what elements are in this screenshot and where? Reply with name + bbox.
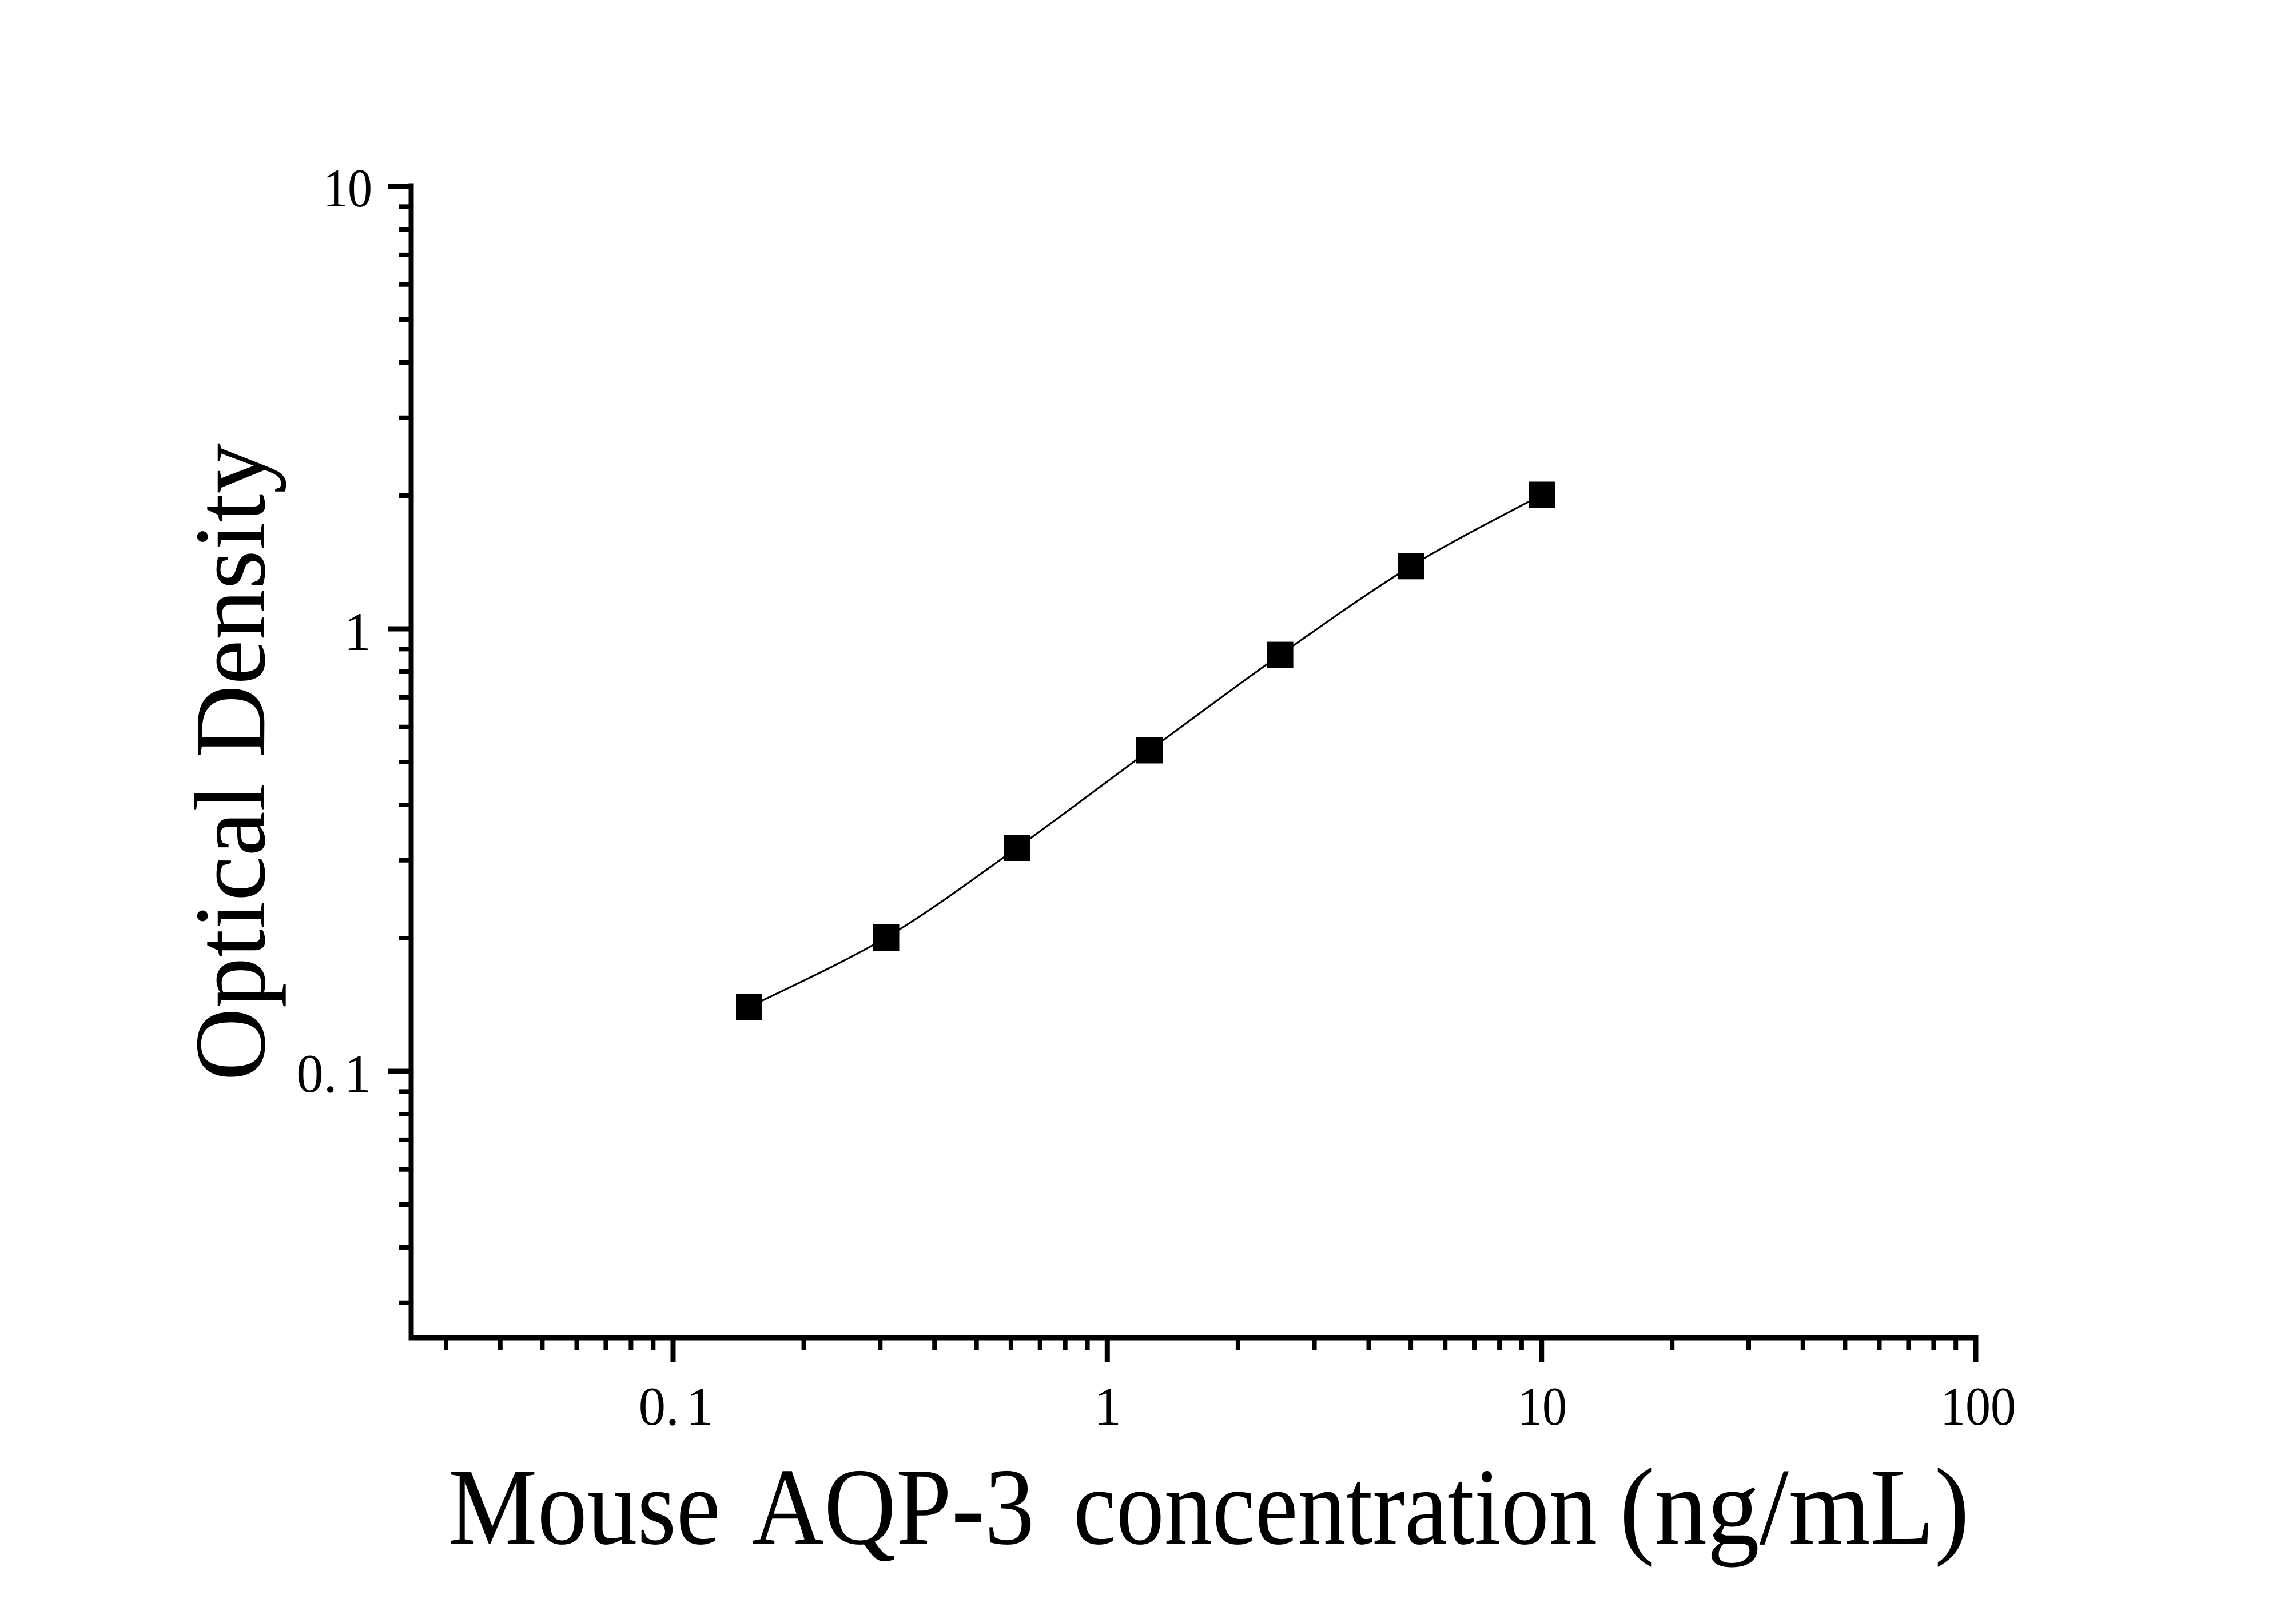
svg-text:100: 100 [1940, 1376, 2016, 1437]
svg-text:10: 10 [1518, 1376, 1567, 1437]
svg-text:1: 1 [1094, 1376, 1121, 1437]
svg-text:Mouse: Mouse [448, 1446, 721, 1568]
svg-text:(ng/mL): (ng/mL) [1619, 1446, 1969, 1568]
svg-text:10: 10 [323, 158, 372, 218]
svg-text:0.1: 0. 1 [639, 1376, 714, 1437]
svg-text:0.1: 0. 1 [296, 1043, 371, 1104]
svg-text:1: 1 [344, 601, 372, 662]
svg-text:concentration: concentration [1073, 1446, 1597, 1568]
svg-text:Optical Density: Optical Density [174, 443, 286, 1081]
svg-text:AQP-3: AQP-3 [752, 1446, 1034, 1568]
